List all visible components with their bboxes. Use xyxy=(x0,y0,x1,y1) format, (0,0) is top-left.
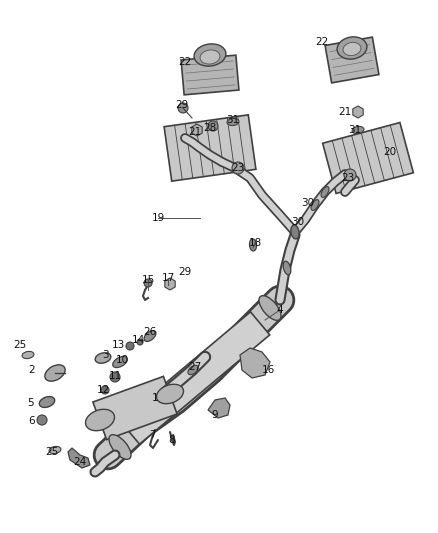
Ellipse shape xyxy=(200,50,220,64)
Text: 17: 17 xyxy=(161,273,175,283)
Text: 14: 14 xyxy=(131,335,145,345)
Ellipse shape xyxy=(85,409,114,431)
Text: 11: 11 xyxy=(108,371,122,381)
Ellipse shape xyxy=(156,384,184,403)
Circle shape xyxy=(126,342,134,350)
Ellipse shape xyxy=(291,225,299,239)
Ellipse shape xyxy=(259,296,281,320)
Text: 25: 25 xyxy=(46,447,59,457)
Polygon shape xyxy=(240,348,270,378)
Text: 16: 16 xyxy=(261,365,275,375)
Polygon shape xyxy=(164,115,256,181)
Text: 5: 5 xyxy=(27,398,33,408)
Circle shape xyxy=(232,162,244,174)
Text: 31: 31 xyxy=(348,125,362,135)
Text: 30: 30 xyxy=(291,217,304,227)
Text: 2: 2 xyxy=(28,365,35,375)
Text: 6: 6 xyxy=(28,416,35,426)
Polygon shape xyxy=(323,123,413,193)
Text: 3: 3 xyxy=(102,350,108,360)
Ellipse shape xyxy=(45,365,65,381)
Text: 23: 23 xyxy=(231,163,245,173)
Text: 29: 29 xyxy=(175,100,189,110)
Ellipse shape xyxy=(311,199,319,211)
Ellipse shape xyxy=(283,261,291,275)
Polygon shape xyxy=(353,106,363,118)
Ellipse shape xyxy=(352,126,364,134)
Polygon shape xyxy=(192,124,202,136)
Text: 19: 19 xyxy=(152,213,165,223)
Ellipse shape xyxy=(337,37,367,59)
Text: 24: 24 xyxy=(74,457,87,467)
Ellipse shape xyxy=(321,187,329,197)
Text: 31: 31 xyxy=(226,115,240,125)
Text: 28: 28 xyxy=(203,123,217,133)
Text: 21: 21 xyxy=(339,107,352,117)
Polygon shape xyxy=(68,448,90,468)
Ellipse shape xyxy=(109,434,131,459)
Text: 13: 13 xyxy=(111,340,125,350)
Ellipse shape xyxy=(227,118,239,126)
Text: 1: 1 xyxy=(152,393,158,403)
Ellipse shape xyxy=(49,447,61,454)
Ellipse shape xyxy=(113,357,127,368)
Ellipse shape xyxy=(39,397,55,407)
Polygon shape xyxy=(120,312,270,444)
Text: 27: 27 xyxy=(188,362,201,372)
Ellipse shape xyxy=(95,353,111,364)
Text: 23: 23 xyxy=(341,173,355,183)
Circle shape xyxy=(110,372,120,382)
Text: 4: 4 xyxy=(277,305,283,315)
Text: 10: 10 xyxy=(116,355,129,365)
Circle shape xyxy=(208,121,218,131)
Text: 25: 25 xyxy=(14,340,27,350)
Text: 20: 20 xyxy=(383,147,396,157)
Circle shape xyxy=(101,386,109,394)
Polygon shape xyxy=(325,37,379,83)
Ellipse shape xyxy=(188,365,198,375)
Circle shape xyxy=(37,415,47,425)
Ellipse shape xyxy=(194,44,226,66)
Polygon shape xyxy=(181,55,239,95)
Text: 15: 15 xyxy=(141,275,155,285)
Ellipse shape xyxy=(343,43,361,55)
Ellipse shape xyxy=(22,351,34,359)
Text: 29: 29 xyxy=(178,267,192,277)
Text: 26: 26 xyxy=(143,327,157,337)
Text: 8: 8 xyxy=(169,435,175,445)
Circle shape xyxy=(344,169,356,181)
Text: 7: 7 xyxy=(148,430,155,440)
Ellipse shape xyxy=(250,239,257,251)
Text: 12: 12 xyxy=(96,385,110,395)
Circle shape xyxy=(144,279,152,287)
Text: 30: 30 xyxy=(301,198,314,208)
Polygon shape xyxy=(93,376,177,440)
Circle shape xyxy=(178,103,188,113)
Text: 9: 9 xyxy=(212,410,218,420)
Polygon shape xyxy=(165,278,175,290)
Text: 18: 18 xyxy=(248,238,261,248)
Circle shape xyxy=(137,339,143,345)
Text: 22: 22 xyxy=(315,37,328,47)
Ellipse shape xyxy=(144,330,156,342)
Polygon shape xyxy=(208,398,230,418)
Text: 22: 22 xyxy=(178,57,192,67)
Text: 21: 21 xyxy=(188,127,201,137)
